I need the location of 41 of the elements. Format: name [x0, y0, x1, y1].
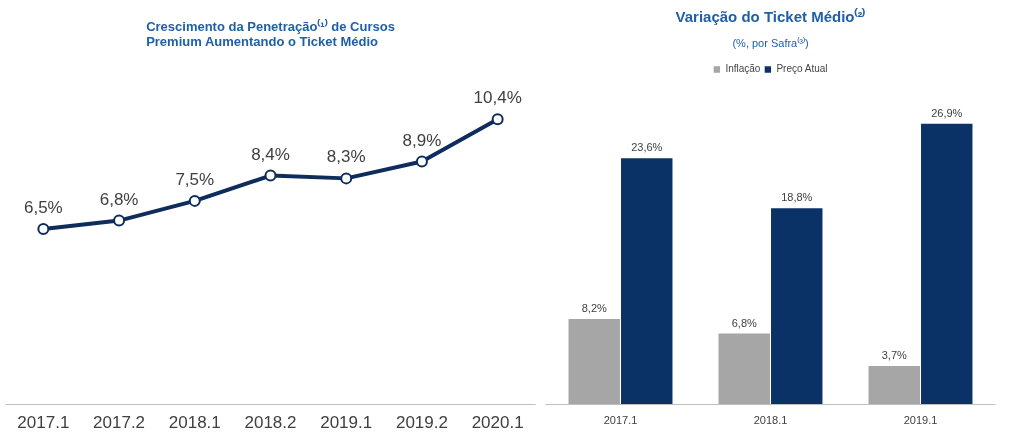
x-tick-label: 2017.2	[93, 412, 146, 432]
x-tick-label: 2019.1	[903, 413, 938, 426]
chart-title: Crescimento da Penetração⁽¹⁾ de Cursos Premium Aumentando o Ticket Médio	[146, 17, 395, 49]
bar	[568, 318, 620, 405]
bar	[718, 333, 770, 405]
data-label: 26,9%	[931, 106, 963, 119]
bar	[771, 208, 823, 405]
chart-title: Variação do Ticket Médio⁽²⁾	[675, 7, 866, 25]
data-label: 6,8%	[731, 316, 758, 329]
x-tick-label: 2019.2	[395, 412, 448, 432]
x-tick-label: 2018.1	[753, 413, 788, 426]
point	[415, 155, 428, 168]
data-label: 8,2%	[581, 301, 608, 314]
data-label: 10,4%	[473, 88, 522, 108]
data-label: 3,7%	[881, 348, 908, 361]
bar	[621, 158, 673, 405]
data-label: 18,8%	[781, 191, 813, 204]
point	[37, 223, 50, 235]
point	[188, 194, 201, 207]
bar	[868, 365, 920, 405]
x-tick-label: 2018.1	[168, 412, 221, 432]
data-label: 6,5%	[23, 198, 63, 217]
data-label: 8,4%	[251, 144, 290, 164]
chart-subtitle: (%, por Safra⁽³⁾)	[732, 36, 809, 49]
data-label: 8,3%	[326, 147, 366, 167]
x-tick-label: 2017.1	[603, 413, 638, 426]
x-tick-label: 2018.2	[244, 412, 297, 432]
legend-label: Preço Atual	[776, 63, 828, 74]
x-tick-label: 2017.1	[17, 412, 70, 432]
point	[113, 214, 126, 227]
bar	[921, 123, 973, 405]
point	[264, 169, 277, 182]
data-label: 23,6%	[631, 141, 663, 154]
data-label: 6,8%	[99, 189, 139, 209]
point	[340, 172, 353, 185]
data-label: 7,5%	[175, 169, 215, 189]
point	[491, 113, 504, 126]
x-tick-label: 2019.1	[320, 412, 373, 432]
data-label: 8,9%	[402, 130, 442, 150]
legend-label: Inflação	[725, 63, 761, 74]
x-tick-label: 2020.1	[471, 412, 524, 432]
